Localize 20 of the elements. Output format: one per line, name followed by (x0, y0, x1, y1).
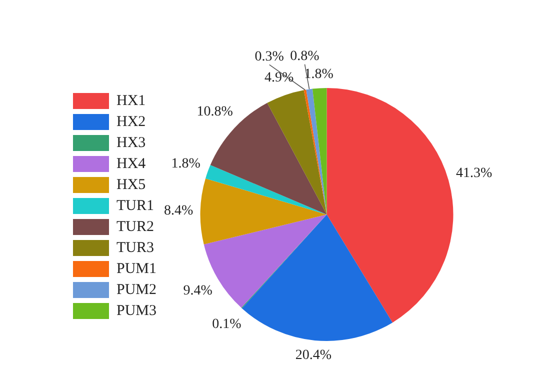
legend-label: TUR2 (116, 218, 154, 235)
legend-label: PUM3 (116, 302, 157, 319)
legend-label: HX4 (116, 156, 146, 172)
data-label: 0.1% (212, 317, 242, 332)
legend-label: PUM2 (116, 282, 157, 298)
data-label: 10.8% (196, 104, 234, 120)
data-label: 1.8% (171, 156, 201, 172)
data-label: 20.4% (295, 348, 332, 363)
data-label: 8.4% (164, 203, 194, 218)
legend-label: TUR1 (116, 198, 154, 214)
legend-label: HX5 (116, 176, 146, 193)
legend-label: HX1 (116, 92, 146, 109)
legend-label: PUM1 (116, 260, 157, 277)
legend-label: TUR3 (116, 240, 154, 256)
legend-label: HX2 (116, 114, 146, 130)
data-label: 0.8% (290, 48, 320, 64)
data-label: 0.3% (254, 49, 284, 64)
data-label: 41.3% (456, 166, 492, 181)
data-label: 9.4% (183, 283, 213, 298)
legend-label: HX3 (116, 134, 146, 151)
